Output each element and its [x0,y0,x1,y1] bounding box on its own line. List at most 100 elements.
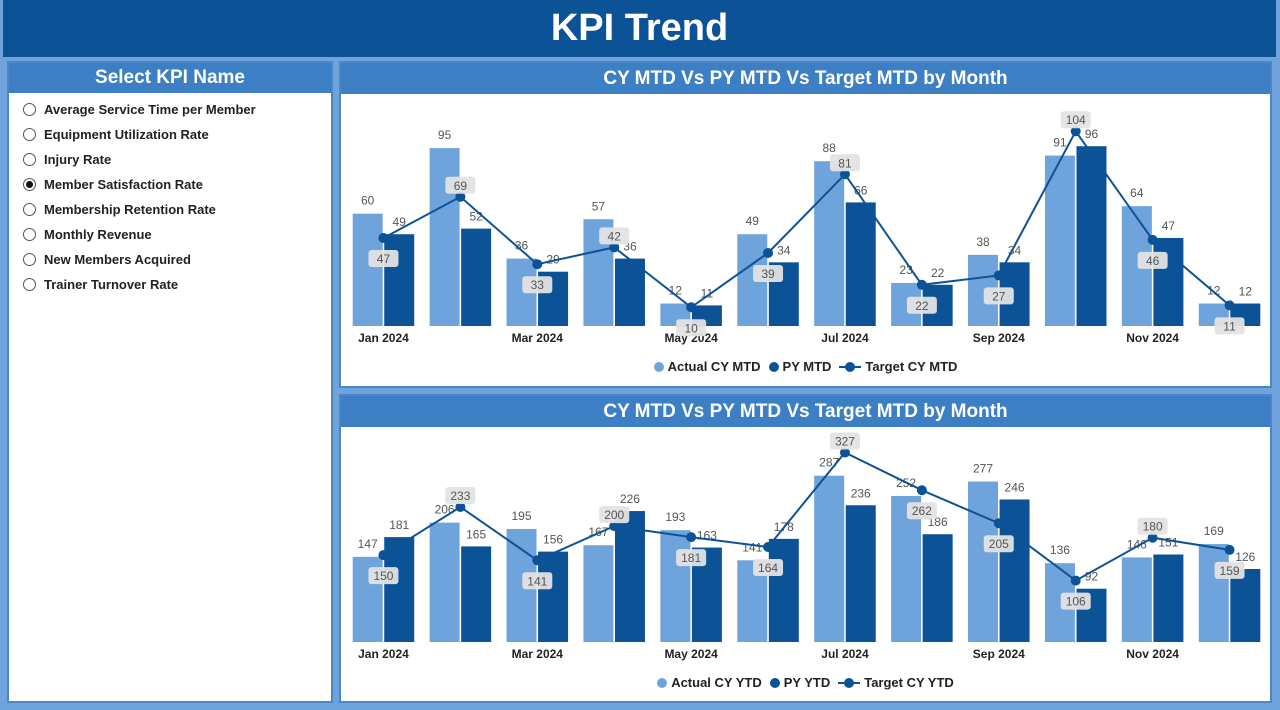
data-label-py: 126 [1235,550,1255,564]
target-label-bg [599,506,630,524]
kpi-option-label: Trainer Turnover Rate [44,277,179,292]
bar-py [922,534,953,642]
bar-py [845,202,876,326]
bar-actual [814,475,845,642]
data-label-actual: 206 [435,503,455,517]
target-label-bg [753,558,784,576]
bar-py [384,234,415,326]
target-point [455,501,466,512]
bar-actual [660,530,691,642]
radio-icon[interactable] [23,128,36,141]
bar-actual [429,148,460,326]
target-label-bg [368,567,399,585]
target-point [378,232,389,243]
data-label-py: 156 [543,533,563,547]
data-label-actual: 146 [1127,537,1147,551]
data-label-target: 141 [527,574,547,588]
target-point [763,541,774,552]
bar-py [845,505,876,642]
data-label-target: 327 [835,435,855,449]
kpi-option-injury-rate[interactable]: Injury Rate [23,147,331,172]
target-point [378,550,389,561]
target-point [1070,575,1081,586]
target-label-bg [1214,317,1245,335]
x-tick-label: Sep 2024 [973,331,1025,345]
data-label-target: 200 [604,508,624,522]
data-label-actual: 193 [665,510,685,524]
bar-py [999,499,1030,642]
data-label-actual: 88 [823,141,837,155]
target-point [609,521,620,532]
radio-icon[interactable] [23,103,36,116]
kpi-option-membership-retention[interactable]: Membership Retention Rate [23,197,331,222]
radio-icon[interactable] [23,253,36,266]
legend-item-actual[interactable]: Actual CY YTD [657,675,762,690]
legend-item-py[interactable]: PY MTD [768,359,832,374]
kpi-option-trainer-turnover[interactable]: Trainer Turnover Rate [23,272,331,297]
x-tick-label: Jan 2024 [358,331,409,345]
data-label-py: 49 [393,215,407,229]
bar-py [614,258,645,326]
kpi-option-new-members[interactable]: New Members Acquired [23,247,331,272]
x-tick-label: Jul 2024 [821,647,869,661]
target-point [686,532,697,543]
data-label-actual: 91 [1053,136,1067,150]
legend-dot-icon [769,677,780,688]
target-label-bg [753,264,784,282]
legend-line-icon [838,677,861,688]
data-label-actual: 64 [1130,186,1144,200]
data-label-py: 22 [931,266,945,280]
legend-dot-icon [768,361,779,372]
legend-item-target[interactable]: Target CY YTD [838,675,954,690]
kpi-option-average-service-time[interactable]: Average Service Time per Member [23,97,331,122]
legend-label: Actual CY MTD [667,359,761,374]
legend-dot-icon [653,361,664,372]
bar-py [384,537,415,642]
x-tick-label: Jul 2024 [821,331,869,345]
kpi-option-label: Member Satisfaction Rate [44,177,203,192]
kpi-option-monthly-revenue[interactable]: Monthly Revenue [23,222,331,247]
data-label-py: 96 [1085,127,1099,141]
radio-icon[interactable] [23,203,36,216]
data-label-target: 39 [761,267,775,281]
target-label-bg [522,572,553,590]
radio-icon[interactable] [23,228,36,241]
kpi-option-equipment-utilization[interactable]: Equipment Utilization Rate [23,122,331,147]
radio-icon[interactable] [23,153,36,166]
ytd-legend: Actual CY YTD PY YTD Target CY YTD [341,675,1270,690]
kpi-list: Average Service Time per Member Equipmen… [9,93,331,297]
data-label-actual: 57 [592,199,606,213]
target-point [1147,532,1158,543]
legend-item-target[interactable]: Target CY MTD [839,359,957,374]
radio-selected-icon[interactable] [23,178,36,191]
legend-item-actual[interactable]: Actual CY MTD [653,359,761,374]
bar-py [768,538,799,642]
x-tick-label: Jan 2024 [358,647,409,661]
target-point [686,302,697,313]
bar-py [461,228,492,326]
radio-icon[interactable] [23,278,36,291]
target-point [839,447,850,458]
data-label-actual: 195 [512,509,532,523]
ytd-chart-panel: CY MTD Vs PY MTD Vs Target MTD by Month … [339,394,1272,703]
target-point [532,259,543,270]
data-label-py: 246 [1005,480,1025,494]
data-label-actual: 49 [746,214,760,228]
bar-py [1153,237,1184,326]
target-point [532,555,543,566]
data-label-target: 22 [915,299,929,313]
data-label-target: 42 [608,229,622,243]
mtd-legend: Actual CY MTD PY MTD Target CY MTD [341,359,1270,374]
data-label-target: 10 [684,321,698,335]
legend-item-py[interactable]: PY YTD [769,675,830,690]
target-label-bg [1060,592,1091,610]
data-label-actual: 147 [358,537,378,551]
x-tick-label: Sep 2024 [973,647,1025,661]
kpi-option-member-satisfaction[interactable]: Member Satisfaction Rate [23,172,331,197]
data-label-actual: 136 [1050,543,1070,557]
target-point [763,247,774,258]
target-label-bg [445,176,476,194]
legend-label: PY MTD [782,359,832,374]
target-label-bg [906,296,937,314]
target-label-bg [1060,111,1091,129]
